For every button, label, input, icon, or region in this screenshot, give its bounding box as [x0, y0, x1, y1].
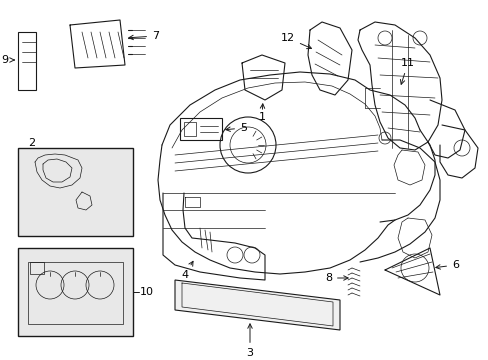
Bar	[18, 32, 36, 90]
Text: 12: 12	[280, 33, 311, 49]
Text: 4: 4	[181, 261, 193, 280]
Polygon shape	[175, 280, 339, 330]
Text: 7: 7	[129, 31, 159, 41]
Text: 5: 5	[225, 123, 246, 133]
Text: 1: 1	[258, 104, 265, 122]
Bar	[180, 118, 222, 140]
Text: 6: 6	[435, 260, 458, 270]
Bar	[18, 148, 133, 236]
Bar	[30, 262, 44, 274]
Text: 2: 2	[28, 138, 35, 148]
Text: 10: 10	[140, 287, 154, 297]
Bar	[28, 262, 123, 324]
Bar	[18, 248, 133, 336]
Text: 3: 3	[246, 324, 253, 358]
Bar	[183, 122, 196, 136]
Text: 8: 8	[324, 273, 347, 283]
Text: 11: 11	[400, 58, 414, 84]
Text: 9: 9	[1, 55, 14, 65]
